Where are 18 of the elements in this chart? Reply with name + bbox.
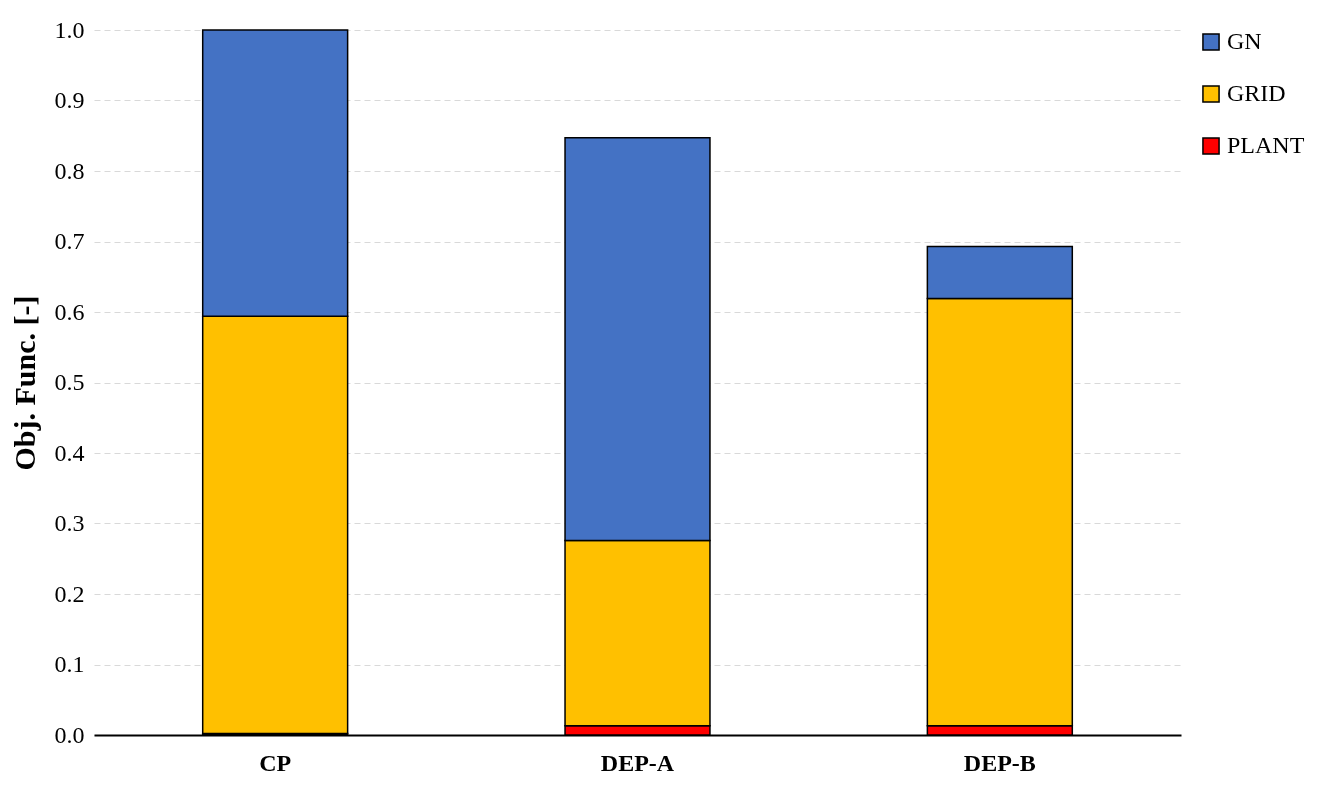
- y-tick-label: 0.0: [54, 721, 85, 748]
- y-tick-label: 0.9: [54, 87, 85, 113]
- y-tick-label: 0.2: [54, 580, 85, 607]
- legend-label: PLANT: [1227, 132, 1305, 158]
- y-tick-label: 0.4: [54, 439, 85, 466]
- y-tick-label: 0.3: [54, 510, 85, 536]
- y-axis-title: Obj. Func. [-]: [7, 295, 41, 471]
- y-tick-label: 0.8: [54, 157, 85, 184]
- y-tick-label: 0.1: [54, 651, 85, 677]
- y-tick-label: 0.7: [54, 228, 85, 254]
- y-tick-label: 0.5: [54, 369, 85, 395]
- y-tick-label: 0.6: [54, 298, 85, 325]
- legend-label: GRID: [1227, 80, 1286, 106]
- x-tick-label: DEP-B: [963, 749, 1036, 776]
- x-tick-label: CP: [259, 749, 292, 776]
- x-tick-label: DEP-A: [600, 749, 675, 776]
- y-tick-label: 1.0: [54, 16, 85, 43]
- legend-label: GN: [1227, 28, 1262, 54]
